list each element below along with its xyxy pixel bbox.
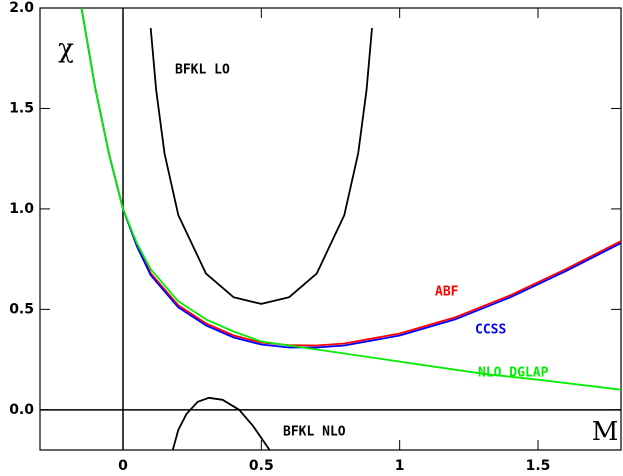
y-tick-label: 0.5 [9,301,34,317]
curve [149,28,373,305]
x-tick-label: 1.5 [526,458,551,474]
curve-label: CCSS [475,323,506,338]
y-tick-label: 0.0 [9,402,34,418]
curve-label: NLO DGLAP [478,366,549,381]
curve [171,396,271,450]
x-tick-label: 1 [395,458,405,474]
curve [80,8,621,391]
x-axis-label: M [592,417,619,447]
x-tick-label: 0 [118,458,128,474]
y-axis-label: χ [58,34,74,64]
curve-label: BFKL NLO [283,425,346,440]
x-tick-label: 0.5 [249,458,274,474]
curve-label: BFKL LO [175,63,230,78]
y-tick-label: 1.5 [9,100,34,116]
curve [80,8,621,349]
curve-label: ABF [435,285,459,300]
y-tick-label: 1.0 [9,201,34,217]
y-tick-label: 2.0 [9,0,34,16]
curve [80,8,621,347]
plot-frame [39,7,622,451]
